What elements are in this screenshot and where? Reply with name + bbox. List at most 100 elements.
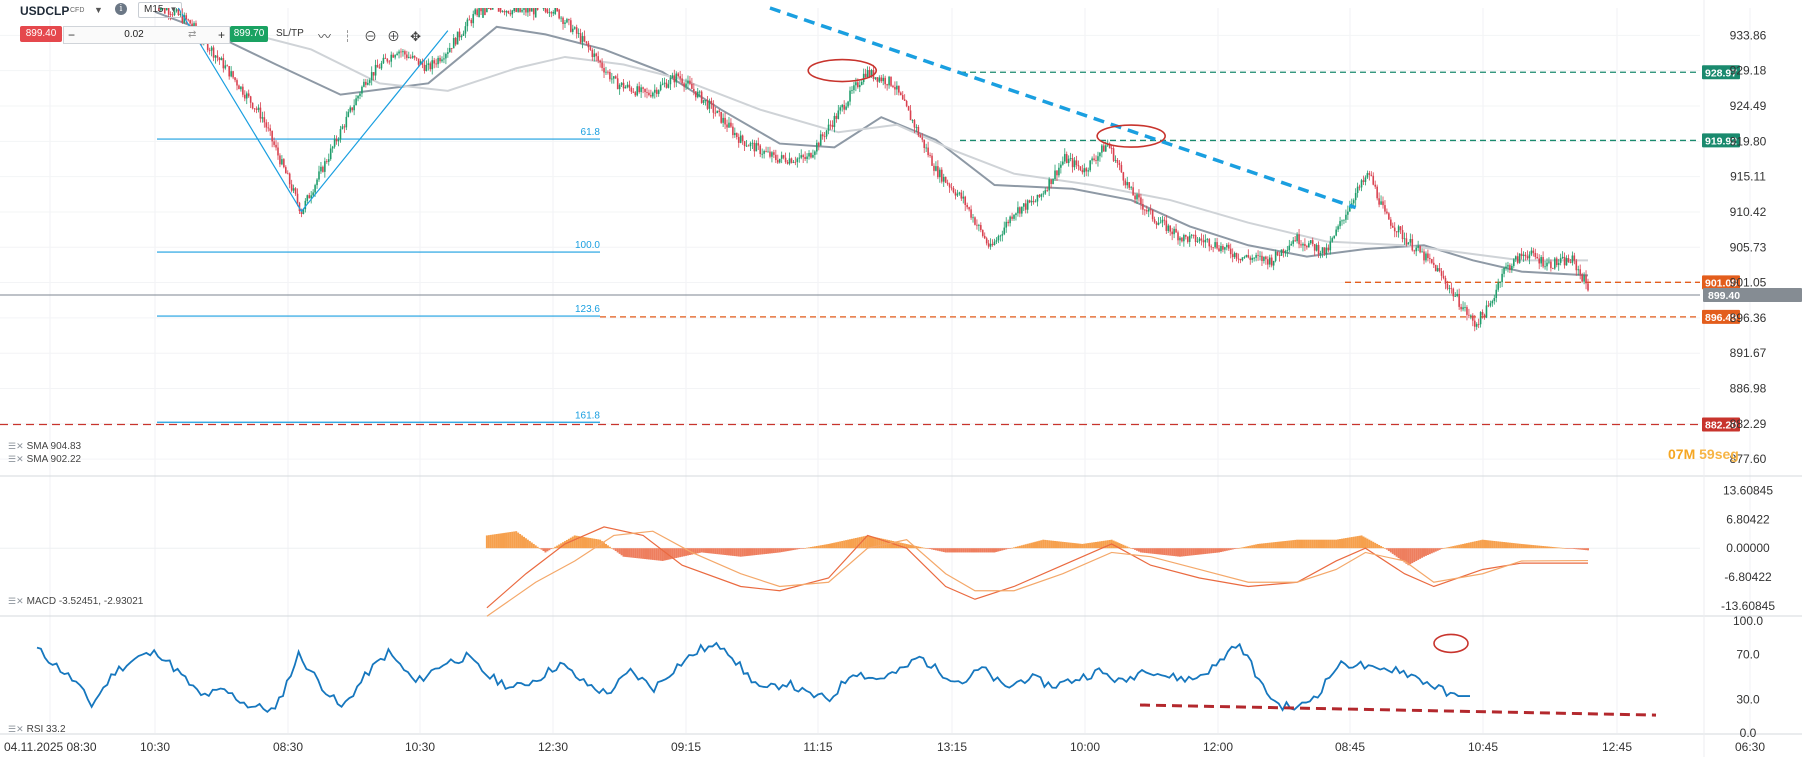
settings-icon[interactable]: ☰✕ (8, 596, 24, 606)
candle-body (1159, 222, 1162, 224)
macd-histogram-bar (772, 548, 775, 554)
macd-histogram-bar (1153, 548, 1156, 554)
candle-body (439, 57, 441, 62)
macd-histogram (485, 531, 1589, 566)
candle-body (597, 56, 599, 61)
candle-body (638, 86, 640, 93)
macd-histogram-bar (1434, 548, 1437, 552)
x-tick-label: 10:45 (1468, 740, 1498, 754)
candle (978, 223, 980, 232)
candle (853, 82, 855, 94)
candle (726, 119, 728, 132)
legend-sma-2[interactable]: ☰✕ SMA 902.22 (8, 454, 81, 465)
candle (935, 161, 937, 172)
candle-body (1169, 225, 1172, 232)
candle-body (1013, 214, 1015, 219)
candle (704, 99, 707, 106)
macd-histogram-bar (683, 548, 686, 557)
candle-body (786, 162, 789, 164)
legend-macd[interactable]: ☰✕ MACD -3.52451, -2.93021 (8, 596, 143, 607)
candle (1028, 199, 1031, 204)
chevron-down-icon[interactable]: ▼ (94, 5, 103, 15)
candle-body (318, 171, 320, 180)
candle-body (1440, 271, 1443, 276)
candle (1026, 199, 1029, 214)
settings-icon[interactable]: ☰✕ (8, 441, 24, 451)
candle-body (226, 65, 229, 67)
candle-body (626, 84, 629, 87)
settings-icon[interactable]: ☰✕ (8, 724, 24, 734)
sltp-button[interactable]: SL/TP (276, 28, 304, 39)
line-chart-icon[interactable]: 〰 (318, 29, 342, 44)
candle-body (884, 77, 886, 85)
candle-body (281, 159, 283, 165)
macd-histogram-bar (485, 535, 488, 549)
macd-histogram-bar (831, 543, 834, 549)
price-level-badge (1702, 133, 1740, 148)
candles-icon[interactable]: ┆ (341, 29, 365, 44)
macd-histogram-bar (538, 548, 541, 549)
candle-body (868, 70, 871, 77)
macd-histogram-bar (739, 548, 742, 557)
swap-icon[interactable]: ⇄ (188, 29, 197, 40)
macd-histogram-bar (876, 537, 879, 549)
candle (743, 140, 746, 152)
macd-histogram-bar (1495, 541, 1498, 549)
candle (351, 107, 353, 113)
candle (751, 139, 754, 149)
volume-stepper[interactable]: − 0.02 ⇄ + (63, 26, 230, 44)
candle-body (985, 238, 988, 244)
macd-histogram-bar (1169, 548, 1172, 556)
volume-input[interactable]: 0.02 (124, 29, 144, 40)
candle-body (776, 160, 779, 163)
candle (968, 206, 970, 212)
candle-body (300, 211, 303, 215)
candle (603, 63, 605, 79)
macd-histogram-bar (1327, 539, 1330, 549)
zoom-in-icon[interactable]: ⊕ (387, 29, 411, 44)
macd-histogram-bar (1444, 547, 1447, 549)
macd-histogram-bar (634, 548, 637, 558)
candle-body (773, 152, 775, 155)
symbol-name[interactable]: USDCLP (20, 4, 70, 18)
candle (400, 48, 402, 58)
rsi-tick-label: 0.0 (1740, 726, 1757, 740)
settings-icon[interactable]: ☰✕ (8, 454, 24, 464)
candle-body (720, 111, 722, 123)
crosshair-icon[interactable]: ✥ (410, 29, 431, 44)
legend-rsi[interactable]: ☰✕ RSI 33.2 (8, 724, 66, 735)
candle-body (491, 8, 494, 10)
info-icon[interactable]: i (115, 3, 127, 15)
candle-body (1132, 187, 1134, 196)
macd-histogram-bar (649, 548, 652, 560)
candle (292, 184, 295, 194)
candle (1399, 225, 1402, 235)
candle-body (429, 63, 432, 70)
candle-body (853, 85, 855, 91)
candle (642, 86, 644, 94)
candle-body (1185, 235, 1187, 237)
macd-histogram-bar (675, 548, 678, 558)
sell-button[interactable]: 899.40 (20, 26, 62, 42)
candle (579, 28, 582, 45)
macd-histogram-bar (1383, 548, 1386, 549)
timeframe-select[interactable]: M15 ▼ (138, 2, 183, 18)
macd-histogram-bar (1079, 543, 1082, 549)
candle (285, 165, 287, 174)
candle-body (411, 55, 414, 58)
candle (958, 191, 961, 196)
candle (712, 100, 715, 119)
candle (1054, 164, 1056, 181)
candle-body (1227, 244, 1230, 249)
macd-histogram-bar (1268, 542, 1271, 549)
decrease-button[interactable]: − (68, 28, 76, 42)
candle (907, 105, 910, 111)
zoom-out-icon[interactable]: ⊖ (364, 29, 388, 44)
candle-body (1536, 256, 1539, 259)
buy-button[interactable]: 899.70 (230, 26, 268, 42)
candle (837, 104, 840, 120)
macd-histogram-bar (1206, 548, 1209, 554)
increase-button[interactable]: + (217, 28, 225, 42)
legend-sma-1[interactable]: ☰✕ SMA 904.83 (8, 441, 81, 452)
